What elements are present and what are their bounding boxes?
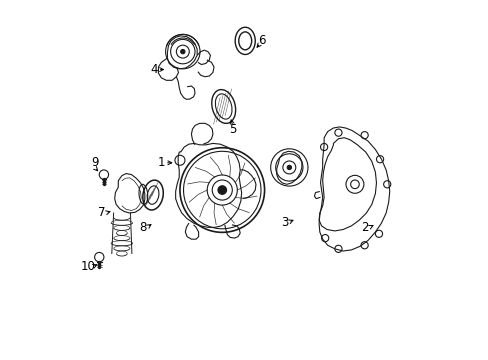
Circle shape — [286, 165, 291, 170]
Text: 2: 2 — [361, 221, 368, 234]
Text: 8: 8 — [140, 221, 147, 234]
Circle shape — [218, 186, 226, 194]
Text: 9: 9 — [91, 156, 98, 169]
Text: 3: 3 — [281, 216, 288, 229]
Text: 5: 5 — [229, 122, 236, 136]
Text: 7: 7 — [98, 207, 105, 220]
Text: 1: 1 — [157, 156, 165, 169]
Circle shape — [180, 49, 184, 54]
Text: 10: 10 — [81, 260, 96, 273]
Text: 4: 4 — [150, 63, 158, 76]
Text: 6: 6 — [258, 34, 265, 48]
